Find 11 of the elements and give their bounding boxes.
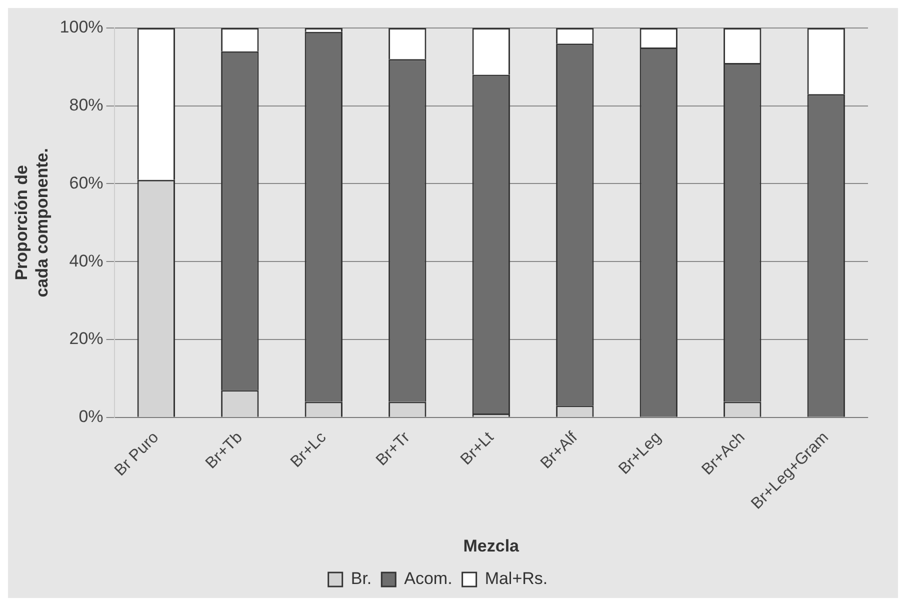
y-axis-title: Proporción de cada componente.: [12, 148, 52, 298]
legend-label: Br.: [350, 569, 372, 588]
y-tick-label: 40%: [69, 251, 104, 270]
y-tick-label: 20%: [69, 329, 104, 348]
x-axis-title: Mezcla: [463, 536, 520, 556]
y-tick-label: 60%: [69, 173, 104, 192]
y-tick-label: 80%: [69, 96, 104, 115]
y-tick-label: 100%: [60, 18, 104, 37]
legend-label: Mal+Rs.: [484, 569, 548, 588]
y-tick-label: 0%: [78, 407, 104, 426]
legend-label: Acom.: [404, 569, 452, 588]
